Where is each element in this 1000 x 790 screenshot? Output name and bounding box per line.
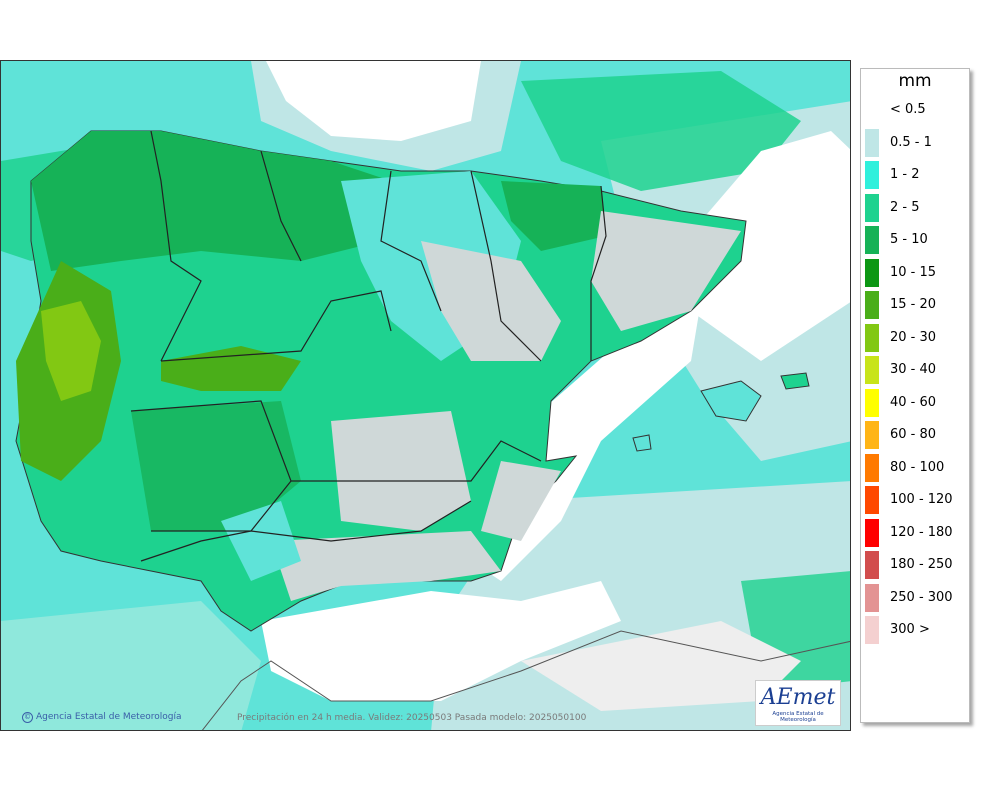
- legend-label: 300 >: [890, 622, 930, 637]
- dry-area: [261, 581, 621, 701]
- legend-swatch: [865, 421, 879, 449]
- legend-label: 15 - 20: [890, 297, 937, 312]
- legend-label: 1 - 2: [890, 167, 920, 182]
- dry-interior: [591, 211, 741, 331]
- balearic-island: [632, 434, 652, 452]
- legend-label: 180 - 250: [890, 557, 953, 572]
- footer-credit: © Agencia Estatal de Meteorología: [22, 712, 182, 723]
- legend-label: 0.5 - 1: [890, 134, 932, 150]
- precipitation-legend: mm < 0.5 0.5 - 1 1 - 2 2 - 5 5 - 10 10 - 15 15…: [860, 68, 970, 723]
- legend-label: 5 - 10: [890, 232, 928, 247]
- dry-area: [266, 61, 481, 141]
- wet-zone: [31, 131, 391, 271]
- footer-info: Precipitación en 24 h media. Validez: 20…: [237, 713, 587, 723]
- legend-label: 10 - 15: [890, 264, 937, 280]
- copyright-icon: ©: [22, 712, 33, 723]
- balearic-island: [780, 372, 810, 390]
- logo-subtitle: Agencia Estatal de Meteorología: [772, 711, 824, 723]
- legend-item: 80 - 100: [861, 453, 969, 482]
- dry-interior: [271, 531, 501, 601]
- legend-swatch: [865, 128, 879, 157]
- legend-item: 10 - 15: [861, 258, 969, 287]
- legend-swatch: [865, 161, 879, 189]
- legend-swatch: [865, 193, 879, 222]
- wet-zone: [41, 301, 101, 401]
- legend-item: 1 - 2: [861, 161, 969, 189]
- legend-label: 250 - 300: [890, 589, 953, 605]
- legend-label: 80 - 100: [890, 459, 945, 475]
- legend-item: 120 - 180: [861, 518, 969, 547]
- legend-label: 20 - 30: [890, 329, 937, 345]
- legend-item: 180 - 250: [861, 551, 969, 579]
- legend-swatch: [865, 551, 879, 579]
- dry-area: [691, 131, 850, 361]
- logo-word: AEmet: [760, 685, 836, 710]
- balearic-island: [700, 380, 762, 422]
- legend-item: 0.5 - 1: [861, 128, 969, 157]
- legend-label: 60 - 80: [890, 427, 937, 442]
- legend-label: < 0.5: [890, 102, 926, 117]
- legend-item: 300 >: [861, 616, 969, 644]
- moderate-zone: [221, 501, 301, 581]
- legend-swatch: [865, 356, 879, 384]
- aemet-logo: AEmet Agencia Estatal de Meteorología: [755, 680, 841, 726]
- legend-label: 100 - 120: [890, 492, 953, 507]
- credit-text: Agencia Estatal de Meteorología: [36, 712, 182, 722]
- legend-swatch: [865, 486, 879, 514]
- wet-zone: [501, 181, 606, 251]
- legend-swatch: [865, 616, 879, 644]
- region-borders: [130, 130, 607, 562]
- legend-item: 20 - 30: [861, 323, 969, 352]
- legend-item: < 0.5: [861, 96, 969, 124]
- legend-swatch: [865, 583, 879, 612]
- legend-swatch: [865, 226, 879, 254]
- legend-swatch: [865, 258, 879, 287]
- legend-label: 120 - 180: [890, 524, 953, 540]
- legend-item: 15 - 20: [861, 291, 969, 319]
- wet-zone: [161, 346, 301, 391]
- legend-swatch: [865, 388, 879, 417]
- legend-swatch: [865, 323, 879, 352]
- legend-swatch: [865, 518, 879, 547]
- legend-item: 60 - 80: [861, 421, 969, 449]
- dry-interior: [331, 411, 471, 531]
- north-africa-coast: [201, 630, 850, 730]
- wet-zone: [131, 401, 301, 531]
- dry-interior: [421, 241, 561, 361]
- map-canvas: [1, 61, 850, 730]
- dry-area: [521, 621, 801, 711]
- legend-item: 2 - 5: [861, 193, 969, 222]
- sea-zone: [1, 601, 261, 730]
- legend-item: 40 - 60: [861, 388, 969, 417]
- legend-swatch: [865, 291, 879, 319]
- legend-title: mm: [898, 71, 932, 91]
- legend-item: 100 - 120: [861, 486, 969, 514]
- legend-label: 30 - 40: [890, 362, 937, 377]
- legend-item: 30 - 40: [861, 356, 969, 384]
- legend-swatch: [865, 453, 879, 482]
- dry-interior: [481, 461, 561, 541]
- legend-label: 40 - 60: [890, 394, 937, 410]
- legend-label: 2 - 5: [890, 199, 920, 215]
- legend-item: 5 - 10: [861, 226, 969, 254]
- sea-zone: [521, 71, 801, 191]
- precipitation-map: [0, 60, 851, 731]
- legend-swatch: [865, 96, 879, 124]
- legend-item: 250 - 300: [861, 583, 969, 612]
